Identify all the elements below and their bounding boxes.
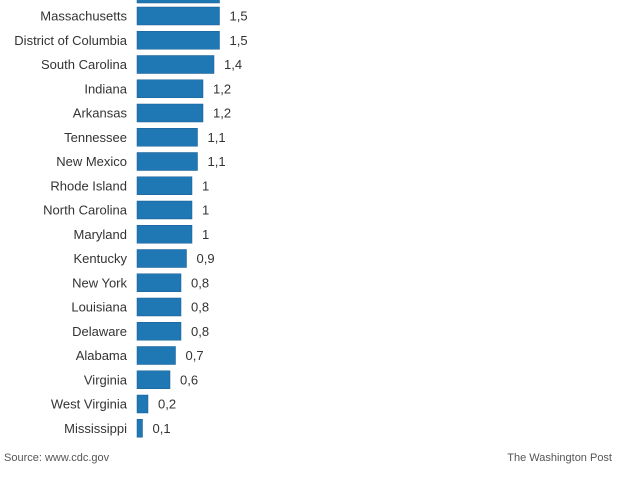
bar [136, 394, 149, 414]
category-label: Arkansas [73, 106, 128, 121]
value-label: 1 [202, 227, 209, 242]
category-label: Rhode Island [50, 178, 127, 193]
value-label: 0,7 [186, 348, 204, 363]
category-label: Delaware [72, 324, 127, 339]
category-label: New Mexico [56, 154, 127, 169]
bar [136, 249, 187, 268]
value-label: 1,2 [213, 81, 231, 96]
category-label: South Carolina [41, 57, 128, 72]
category-label: Massachusetts [40, 9, 127, 24]
bar [136, 200, 193, 220]
bar [136, 103, 204, 123]
value-label: 1,1 [208, 130, 226, 145]
category-label: Kentucky [74, 251, 128, 266]
bar-partial [136, 0, 220, 4]
value-label: 1,4 [224, 57, 242, 72]
category-label: Tennessee [64, 130, 127, 145]
bar [136, 225, 193, 244]
bar [136, 152, 198, 171]
bar [136, 31, 220, 50]
value-label: 1,5 [230, 33, 248, 48]
category-label: Mississippi [64, 421, 127, 436]
value-label: 0,6 [180, 372, 198, 387]
category-label: District of Columbia [14, 33, 127, 48]
bar [136, 297, 182, 317]
bar [136, 419, 143, 438]
bar [136, 176, 193, 195]
bar [136, 79, 204, 98]
bar [136, 273, 182, 292]
source-note: Source: www.cdc.gov [4, 452, 110, 464]
value-label: 0,9 [197, 251, 215, 266]
bar [136, 6, 220, 26]
publisher-credit: The Washington Post [507, 452, 612, 464]
bar [136, 346, 176, 365]
value-label: 0,8 [191, 300, 209, 315]
value-label: 0,8 [191, 324, 209, 339]
value-label: 1,2 [213, 106, 231, 121]
value-label: 0,2 [158, 397, 176, 412]
category-label: Indiana [84, 81, 127, 96]
value-label: 0,8 [191, 275, 209, 290]
value-label: 0,1 [153, 421, 171, 436]
category-label: North Carolina [43, 203, 128, 218]
category-label: Virginia [84, 372, 128, 387]
category-label: Maryland [74, 227, 127, 242]
bar [136, 370, 171, 389]
bar [136, 55, 215, 74]
category-label: Louisiana [71, 300, 127, 315]
bar [136, 322, 182, 341]
category-label: Alabama [76, 348, 128, 363]
bar [136, 128, 198, 147]
bar-chart: Massachusetts 1,5 District of Columbia 1,5 S… [14, 0, 248, 438]
value-label: 1 [202, 178, 209, 193]
category-label: West Virginia [51, 397, 128, 412]
value-label: 1,5 [230, 9, 248, 24]
category-label: New York [72, 275, 127, 290]
value-label: 1,1 [208, 154, 226, 169]
value-label: 1 [202, 203, 209, 218]
